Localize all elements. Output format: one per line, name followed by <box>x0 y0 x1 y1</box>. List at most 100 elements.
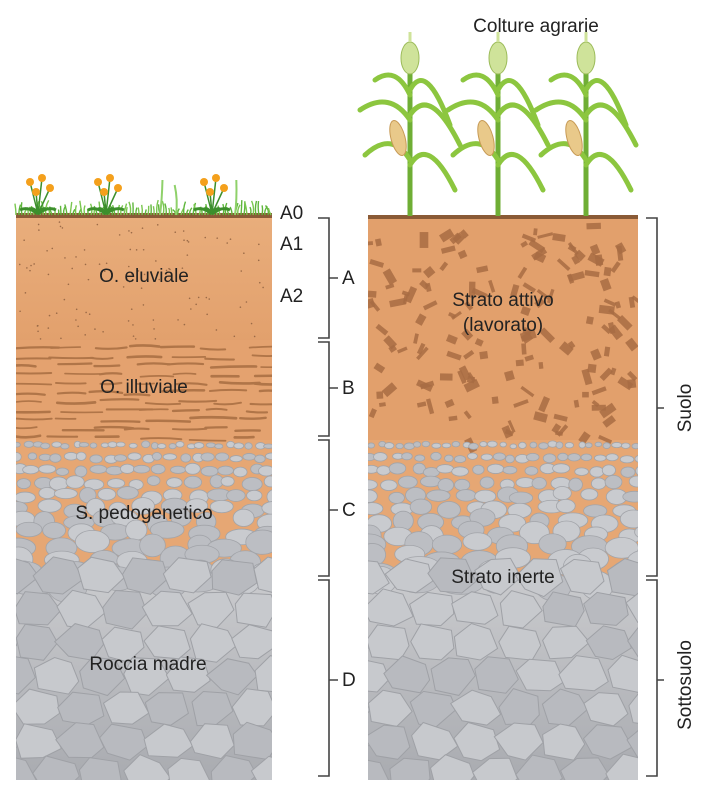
rock <box>141 590 193 627</box>
soil-clod <box>368 408 377 419</box>
pebble <box>263 475 272 488</box>
soil-speck <box>59 225 62 228</box>
grass-blade <box>182 201 187 216</box>
pebble <box>226 441 235 449</box>
pebble <box>175 441 185 448</box>
pebble <box>23 440 35 448</box>
soil-speck <box>206 313 208 316</box>
illuviale-streak <box>175 382 208 386</box>
corn-leaf <box>450 141 501 163</box>
rock <box>189 723 235 760</box>
soil-speck <box>130 308 133 310</box>
soil-speck <box>164 273 167 275</box>
soil-clod <box>520 305 531 316</box>
illuviale-streak <box>64 372 101 375</box>
rock <box>384 558 434 594</box>
illuviale-streak <box>258 389 272 393</box>
soil-speck <box>37 330 39 333</box>
soil-speck <box>132 324 134 326</box>
soil-speck <box>182 230 185 232</box>
soil-clod <box>601 324 612 335</box>
pebble <box>557 452 569 462</box>
grass-blade <box>137 207 140 216</box>
rock <box>232 721 272 761</box>
illuviale-streak <box>178 399 218 403</box>
grass-blade <box>161 200 165 216</box>
soil-clod <box>610 367 617 376</box>
soil-clod <box>522 326 533 336</box>
bracket-sottosuolo <box>646 579 664 777</box>
pebble <box>162 453 177 461</box>
soil-clod <box>521 233 537 243</box>
soil-speck <box>150 270 152 273</box>
soil-speck <box>102 330 104 333</box>
bedrock-rocks <box>16 556 272 795</box>
soil-clod <box>368 290 377 298</box>
pebble <box>594 441 603 447</box>
soil-speck <box>132 335 135 337</box>
flower-head <box>46 184 54 192</box>
rock <box>210 754 258 780</box>
corn-leaf <box>548 72 589 98</box>
grass-blade <box>164 203 167 216</box>
pebble <box>524 466 539 476</box>
soil-speck <box>215 329 218 331</box>
rock <box>474 656 519 694</box>
soil-clod <box>375 323 389 336</box>
pebble <box>436 501 461 519</box>
pebble <box>200 452 215 462</box>
soil-speck <box>183 239 185 241</box>
illuviale-streak <box>205 407 228 411</box>
soil-speck <box>60 337 62 340</box>
soil-speck <box>38 229 40 231</box>
pebble <box>106 478 126 489</box>
soil-clod <box>461 328 474 341</box>
rock <box>472 757 519 780</box>
soil-speck <box>188 297 191 300</box>
grass-blade <box>257 200 260 216</box>
soil-speck <box>233 335 236 338</box>
soil-clod <box>416 401 427 408</box>
illuviale-streak <box>204 357 235 361</box>
soil-clod <box>491 396 499 405</box>
soil-clod <box>546 288 555 304</box>
rock <box>102 589 148 630</box>
rock <box>77 556 126 594</box>
pebble <box>564 442 574 449</box>
pebble <box>426 489 451 502</box>
soil-speck <box>137 270 140 272</box>
soil-clod <box>585 316 594 325</box>
grass-blade <box>152 206 155 216</box>
rock <box>32 755 80 780</box>
soil-speck <box>174 231 177 233</box>
rock <box>586 789 633 795</box>
soil-clod <box>598 304 615 315</box>
soil-speck <box>47 327 50 329</box>
label-roccia-madre: Roccia madre <box>89 654 206 675</box>
soil-clod <box>539 327 556 344</box>
grass-blade <box>237 204 241 216</box>
pebble <box>242 453 256 461</box>
rock <box>16 757 37 780</box>
flower-head <box>26 178 34 186</box>
soil-clod <box>381 382 398 398</box>
grass-blade <box>141 204 144 216</box>
pebble <box>74 465 88 478</box>
pebble <box>556 498 576 513</box>
rock <box>144 692 189 726</box>
rock <box>211 559 258 596</box>
soil-clod <box>373 362 386 374</box>
soil-clod <box>412 268 422 273</box>
soil-clod <box>602 415 616 428</box>
soil-speck <box>85 311 87 314</box>
rock <box>16 723 63 759</box>
pebble <box>451 441 461 448</box>
grass-blade <box>128 201 132 216</box>
rock <box>144 792 194 795</box>
soil-speck <box>158 278 161 281</box>
rock <box>167 757 210 780</box>
soil-speck <box>187 241 190 243</box>
grass-blade <box>147 205 150 216</box>
pebble <box>89 464 108 474</box>
pebble <box>149 520 185 539</box>
